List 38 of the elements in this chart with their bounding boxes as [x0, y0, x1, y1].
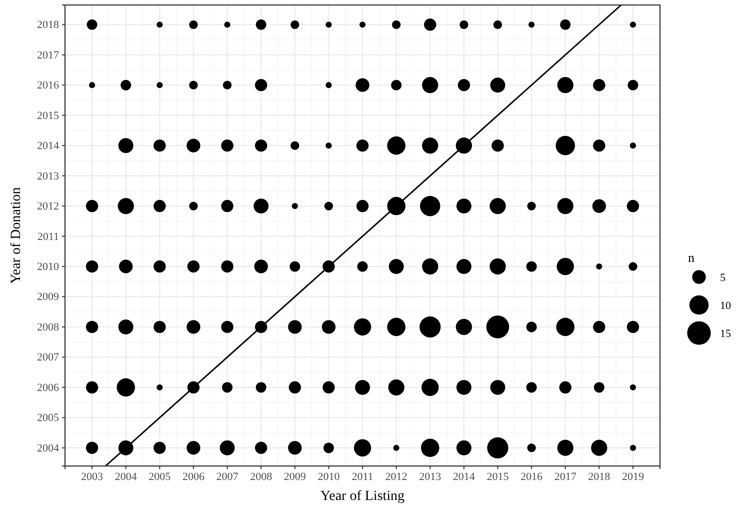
y-tick-label: 2015 [37, 110, 60, 122]
x-tick-label: 2019 [622, 470, 644, 483]
x-tick-label: 2017 [554, 470, 577, 483]
y-tick-label: 2006 [37, 382, 60, 394]
legend-label: 5 [720, 272, 726, 284]
x-tick-label: 2015 [486, 470, 510, 483]
x-tick-label: 2014 [452, 470, 476, 483]
x-tick-label: 2005 [148, 470, 172, 483]
y-axis-title: Year of Donation [9, 187, 24, 284]
x-tick-label: 2008 [250, 470, 273, 483]
y-tick-label: 2009 [37, 291, 60, 304]
y-tick-label: 2011 [37, 230, 59, 243]
legend-title: n [688, 250, 695, 265]
y-tick-label: 2010 [37, 261, 60, 274]
y-tick-label: 2005 [37, 412, 60, 424]
x-tick-label: 2009 [284, 470, 306, 483]
y-tick-label: 2018 [37, 19, 60, 32]
x-tick-label: 2004 [114, 470, 138, 483]
y-tick-label: 2004 [37, 442, 60, 454]
y-tick-label: 2007 [37, 352, 60, 364]
x-tick-label: 2016 [520, 470, 544, 483]
x-tick-label: 2013 [419, 470, 442, 483]
y-tick-label: 2016 [37, 80, 60, 92]
x-tick-label: 2003 [81, 470, 104, 483]
y-tick-label: 2017 [37, 49, 60, 62]
x-tick-label: 2012 [385, 470, 408, 483]
legend-label: 10 [720, 300, 732, 312]
x-axis-title: Year of Listing [320, 489, 405, 504]
y-tick-label: 2008 [37, 321, 60, 334]
x-tick-label: 2018 [588, 470, 611, 483]
y-tick-label: 2013 [37, 170, 60, 182]
x-tick-label: 2011 [352, 470, 374, 483]
y-tick-label: 2012 [37, 200, 59, 213]
x-tick-label: 2006 [182, 470, 205, 483]
x-tick-label: 2010 [318, 470, 340, 483]
y-tick-label: 2014 [37, 140, 60, 152]
legend-label: 15 [720, 328, 732, 340]
x-tick-label: 2007 [216, 470, 239, 483]
